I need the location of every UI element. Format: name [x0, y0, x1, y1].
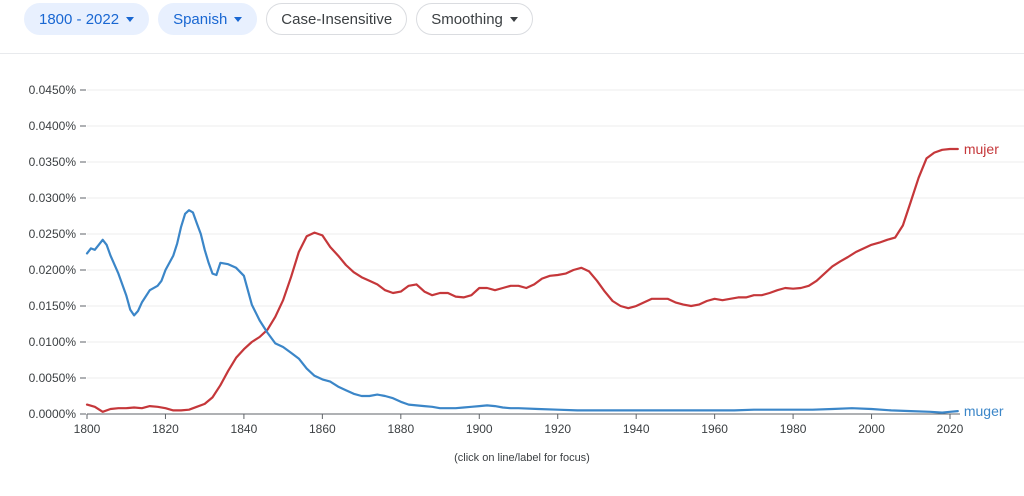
x-tick-label: 1920: [544, 422, 571, 436]
y-tick-label: 0.0100%: [29, 335, 77, 349]
caret-down-icon: [509, 16, 518, 22]
x-tick-label: 1800: [74, 422, 101, 436]
y-tick-label: 0.0250%: [29, 227, 77, 241]
y-tick-label: 0.0200%: [29, 263, 77, 277]
y-tick-label: 0.0300%: [29, 191, 77, 205]
series-line-mujer[interactable]: [85, 147, 959, 413]
x-tick-label: 1980: [780, 422, 807, 436]
year-range-dropdown[interactable]: 1800 - 2022: [24, 3, 150, 35]
series-label-muger[interactable]: muger: [964, 403, 1004, 419]
x-tick-label: 2020: [937, 422, 964, 436]
y-tick-label: 0.0400%: [29, 119, 77, 133]
toolbar: 1800 - 2022 Spanish Case-Insensitive Smo…: [24, 2, 533, 36]
case-insensitive-toggle[interactable]: Case-Insensitive: [266, 3, 408, 35]
x-tick-label: 1820: [152, 422, 179, 436]
series-label-mujer[interactable]: mujer: [964, 141, 999, 157]
case-insensitive-label: Case-Insensitive: [281, 10, 393, 28]
chart-note: (click on line/label for focus): [454, 452, 590, 464]
corpus-dropdown[interactable]: Spanish: [158, 3, 258, 35]
x-tick-label: 1960: [701, 422, 728, 436]
caret-down-icon: [234, 16, 243, 22]
x-tick-label: 1880: [387, 422, 414, 436]
corpus-label: Spanish: [173, 10, 228, 28]
x-tick-label: 1940: [623, 422, 650, 436]
y-tick-label: 0.0350%: [29, 155, 77, 169]
x-axis: 1800 1820 1840 1860 1880 1900 1920 1940 1960 1980…: [74, 413, 964, 436]
year-range-label: 1800 - 2022: [39, 10, 120, 28]
caret-down-icon: [126, 16, 135, 22]
y-tick-label: 0.0000%: [29, 407, 77, 421]
series-lines: [85, 147, 959, 414]
x-tick-label: 1860: [309, 422, 336, 436]
series-labels: mujer muger: [964, 141, 1004, 419]
x-tick-label: 1900: [466, 422, 493, 436]
x-tick-label: 1840: [231, 422, 258, 436]
x-tick-label: 2000: [858, 422, 885, 436]
smoothing-label: Smoothing: [431, 10, 503, 28]
series-line-muger[interactable]: [85, 209, 959, 414]
smoothing-dropdown[interactable]: Smoothing: [416, 3, 533, 35]
y-tick-label: 0.0050%: [29, 371, 77, 385]
grid-lines: [87, 89, 1024, 379]
y-tick-label: 0.0450%: [29, 83, 77, 97]
y-tick-label: 0.0150%: [29, 299, 77, 313]
toolbar-divider: [0, 53, 1024, 54]
y-axis: 0.0000% 0.0050% 0.0100% 0.0150% 0.0200% 0.025…: [29, 83, 86, 421]
